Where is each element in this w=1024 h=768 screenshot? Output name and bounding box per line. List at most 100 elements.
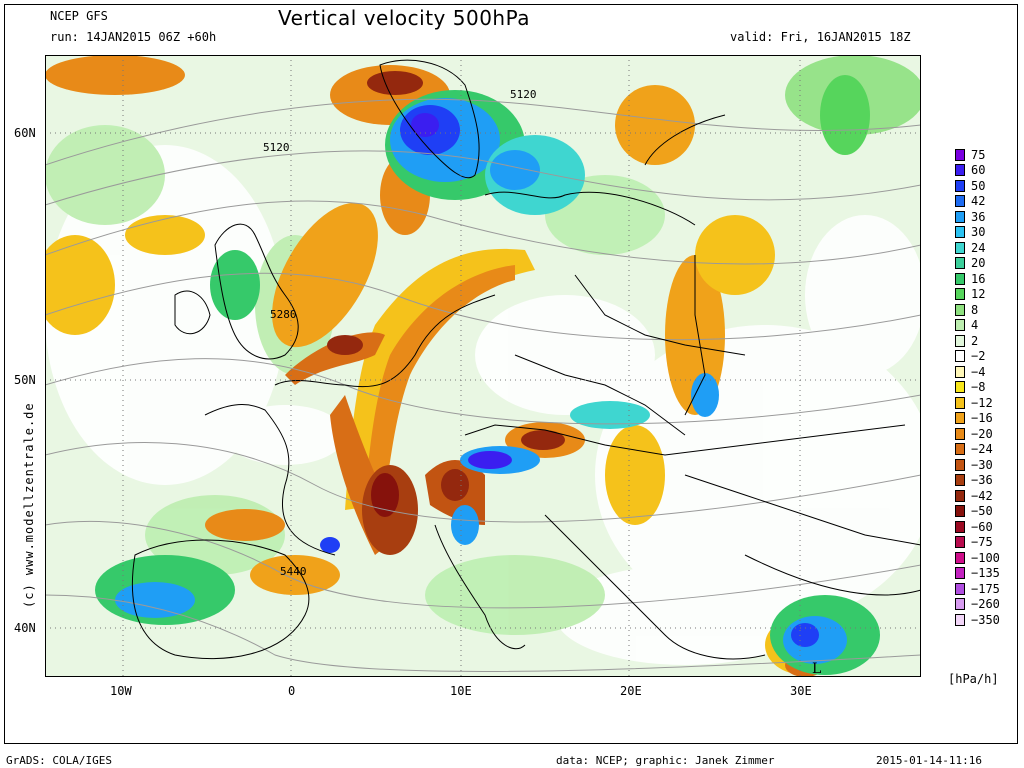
footer-timestamp: 2015-01-14-11:16 bbox=[876, 754, 982, 767]
colorbar-level: 24 bbox=[955, 241, 985, 254]
colorbar-swatch bbox=[955, 505, 965, 517]
field-negative bbox=[45, 55, 845, 677]
footer-software: GrADS: COLA/IGES bbox=[6, 754, 112, 767]
colorbar-level: −2 bbox=[955, 350, 985, 363]
colorbar-level: −175 bbox=[955, 582, 1000, 595]
colorbar-swatch bbox=[955, 458, 965, 471]
colorbar-level: 42 bbox=[955, 195, 985, 208]
colorbar-swatch bbox=[955, 598, 965, 610]
colorbar-level: −36 bbox=[955, 474, 993, 487]
velocity-map: 5120 5120 5280 5440 L bbox=[45, 55, 921, 677]
colorbar-level: 60 bbox=[955, 164, 985, 177]
colorbar-swatch bbox=[955, 288, 965, 300]
colorbar-label: −42 bbox=[971, 488, 993, 503]
colorbar-swatch bbox=[955, 350, 965, 362]
lat-label-50n: 50N bbox=[14, 373, 36, 387]
colorbar-swatch bbox=[955, 427, 965, 440]
colorbar-label: 75 bbox=[971, 147, 986, 162]
colorbar-swatch bbox=[955, 536, 965, 548]
lon-label-0: 0 bbox=[288, 684, 296, 698]
colorbar-label: −8 bbox=[971, 380, 986, 394]
colorbar-swatch bbox=[955, 396, 965, 409]
colorbar-swatch bbox=[955, 319, 965, 331]
colorbar-level: −24 bbox=[955, 443, 993, 456]
colorbar-level: −100 bbox=[955, 551, 1000, 564]
colorbar-label: −175 bbox=[971, 581, 1000, 596]
colorbar-swatch bbox=[955, 582, 965, 595]
field-positive bbox=[95, 75, 880, 675]
map-title: Vertical velocity 500hPa bbox=[278, 6, 531, 30]
colorbar-label: 16 bbox=[971, 271, 986, 286]
lat-label-60n: 60N bbox=[14, 126, 36, 140]
colorbar-swatch bbox=[955, 303, 965, 316]
colorbar-label: −4 bbox=[971, 364, 986, 379]
colorbar-swatch bbox=[955, 489, 965, 502]
colorbar-label: −60 bbox=[971, 519, 993, 534]
colorbar-label: 12 bbox=[971, 287, 986, 301]
colorbar-level: −42 bbox=[955, 489, 993, 502]
colorbar-label: 30 bbox=[971, 225, 986, 239]
colorbar-label: 50 bbox=[971, 178, 986, 193]
low-pressure-marker: L bbox=[812, 661, 821, 677]
colorbar-swatch bbox=[955, 195, 965, 207]
colorbar-label: −20 bbox=[971, 426, 993, 441]
colorbar-level: 12 bbox=[955, 288, 985, 301]
colorbar-swatch bbox=[955, 257, 965, 269]
colorbar-label: 4 bbox=[971, 318, 979, 332]
colorbar-swatch bbox=[955, 365, 965, 378]
colorbar-level: −75 bbox=[955, 536, 993, 549]
colorbar-level: 36 bbox=[955, 210, 985, 223]
valid-time: valid: Fri, 16JAN2015 18Z bbox=[730, 30, 911, 44]
colorbar-level: −60 bbox=[955, 520, 993, 533]
watermark: (c) www.modellzentrale.de bbox=[22, 402, 36, 608]
colorbar-swatch bbox=[955, 272, 965, 285]
colorbar-swatch bbox=[955, 412, 965, 424]
lon-label-10w: 10W bbox=[110, 684, 132, 698]
colorbar-level: −20 bbox=[955, 427, 993, 440]
colorbar-swatch bbox=[955, 474, 965, 486]
colorbar-label: −100 bbox=[971, 550, 1000, 565]
lon-label-30e: 30E bbox=[790, 684, 812, 698]
colorbar-label: −24 bbox=[971, 442, 993, 456]
colorbar-label: 42 bbox=[971, 194, 986, 208]
run-info: run: 14JAN2015 06Z +60h bbox=[50, 30, 217, 44]
lon-label-10e: 10E bbox=[450, 684, 472, 698]
colorbar-level: −16 bbox=[955, 412, 993, 425]
colorbar-swatch bbox=[955, 164, 965, 176]
colorbar-label: 60 bbox=[971, 163, 986, 177]
colorbar-swatch bbox=[955, 443, 965, 455]
colorbar-level: −260 bbox=[955, 598, 1000, 611]
colorbar-level: −4 bbox=[955, 365, 985, 378]
colorbar-level: 8 bbox=[955, 303, 978, 316]
contour-label: 5280 bbox=[270, 308, 297, 321]
colorbar-label: 24 bbox=[971, 240, 986, 255]
colorbar-swatch bbox=[955, 226, 965, 238]
lon-label-20e: 20E bbox=[620, 684, 642, 698]
colorbar-level: 4 bbox=[955, 319, 978, 332]
colorbar-swatch bbox=[955, 148, 965, 161]
colorbar-swatch bbox=[955, 241, 965, 254]
height-contours bbox=[45, 98, 921, 672]
colorbar-swatch bbox=[955, 381, 965, 393]
coastlines bbox=[131, 59, 921, 660]
colorbar-level: −30 bbox=[955, 458, 993, 471]
colorbar-label: 2 bbox=[971, 333, 979, 348]
colorbar-label: 8 bbox=[971, 302, 979, 317]
colorbar-label: −135 bbox=[971, 566, 1000, 580]
colorbar-label: −16 bbox=[971, 411, 993, 425]
colorbar-swatch bbox=[955, 334, 965, 347]
colorbar-level: −135 bbox=[955, 567, 1000, 580]
colorbar-swatch bbox=[955, 520, 965, 533]
lat-label-40n: 40N bbox=[14, 621, 36, 635]
colorbar-level: −8 bbox=[955, 381, 985, 394]
colorbar-label: −36 bbox=[971, 473, 993, 487]
contour-label: 5440 bbox=[280, 565, 307, 578]
contour-label: 5120 bbox=[263, 141, 290, 154]
colorbar-swatch bbox=[955, 210, 965, 223]
footer-credits: data: NCEP; graphic: Janek Zimmer bbox=[556, 754, 775, 767]
colorbar-level: 16 bbox=[955, 272, 985, 285]
colorbar-label: −30 bbox=[971, 457, 993, 472]
colorbar-level: −12 bbox=[955, 396, 993, 409]
colorbar-level: −350 bbox=[955, 613, 1000, 626]
colorbar-level: 30 bbox=[955, 226, 985, 239]
